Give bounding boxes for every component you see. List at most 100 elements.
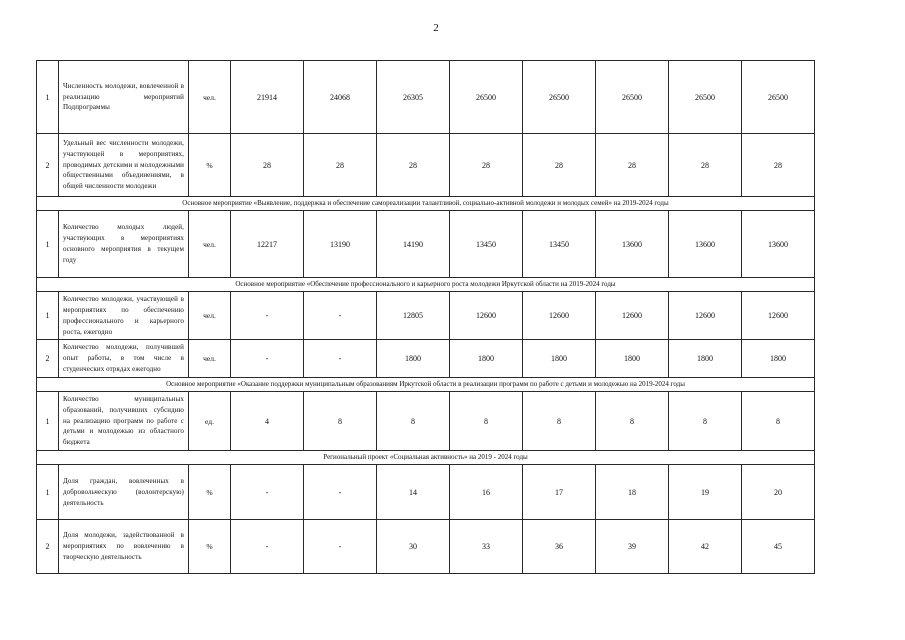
section-header-row: Региональный проект «Социальная активнос… (36, 450, 815, 466)
value-cell: 1800 (376, 339, 450, 378)
value-cell: 1800 (522, 339, 596, 378)
value-cell: 13450 (522, 210, 596, 278)
value-cell: 18 (595, 464, 669, 521)
value-cell: - (230, 464, 304, 521)
value-cell: 4 (230, 390, 304, 452)
unit-cell: % (188, 133, 231, 197)
section-header-label: Основное мероприятие «Выявление, поддерж… (36, 196, 815, 211)
table-row: 1 Количество молодых людей, участвующих в… (36, 210, 815, 278)
value-cell: 20 (741, 464, 815, 521)
value-cell: 26500 (668, 60, 742, 134)
row-number-cell: 1 (36, 210, 59, 278)
table-row: 2 Удельный вес численности молодежи, учас… (36, 133, 815, 197)
value-cell: 12217 (230, 210, 304, 278)
value-cell: 21914 (230, 60, 304, 134)
value-cell: 28 (595, 133, 669, 197)
value-cell: 1800 (668, 339, 742, 378)
value-cell: - (230, 339, 304, 378)
section-header-label: Региональный проект «Социальная активнос… (36, 450, 815, 466)
indicators-table: 1 Численность молодежи, вовлеченной в реа… (36, 60, 815, 575)
row-number-cell: 2 (36, 339, 59, 378)
value-cell: 14190 (376, 210, 450, 278)
unit-cell: ед. (188, 390, 231, 452)
value-cell: 28 (741, 133, 815, 197)
value-cell: 13600 (595, 210, 669, 278)
value-cell: 26500 (741, 60, 815, 134)
unit-cell: чел. (188, 290, 231, 341)
value-cell: 13600 (741, 210, 815, 278)
value-cell: 8 (595, 390, 669, 452)
value-cell: - (230, 290, 304, 341)
table-row: 1 Количество молодежи, участвующей в меро… (36, 290, 815, 341)
value-cell: 33 (449, 519, 523, 575)
value-cell: 19 (668, 464, 742, 521)
value-cell: 17 (522, 464, 596, 521)
row-number-cell: 1 (36, 60, 59, 134)
value-cell: 1800 (595, 339, 669, 378)
value-cell: 8 (303, 390, 377, 452)
unit-cell: % (188, 464, 231, 521)
value-cell: 14 (376, 464, 450, 521)
row-number-cell: 1 (36, 290, 59, 341)
value-cell: 36 (522, 519, 596, 575)
indicator-name-cell: Доля молодежи, задействованной в меропри… (58, 519, 189, 575)
value-cell: - (230, 519, 304, 575)
unit-cell: чел. (188, 210, 231, 278)
table-row: 1 Численность молодежи, вовлеченной в реа… (36, 60, 815, 134)
indicators-table-body: 1 Численность молодежи, вовлеченной в реа… (36, 60, 815, 575)
section-header-row: Основное мероприятие «Обеспечение профес… (36, 277, 815, 292)
value-cell: 12600 (522, 290, 596, 341)
indicator-name-cell: Количество молодежи, получившей опыт раб… (58, 339, 189, 378)
value-cell: 16 (449, 464, 523, 521)
value-cell: 39 (595, 519, 669, 575)
table-row: 1 Доля граждан, вовлеченных в добровольче… (36, 464, 815, 521)
value-cell: 28 (449, 133, 523, 197)
value-cell: 8 (522, 390, 596, 452)
row-number-cell: 2 (36, 133, 59, 197)
value-cell: 12805 (376, 290, 450, 341)
value-cell: 26500 (449, 60, 523, 134)
value-cell: 12600 (668, 290, 742, 341)
value-cell: - (303, 464, 377, 521)
indicator-name-cell: Доля граждан, вовлеченных в добровольчес… (58, 464, 189, 521)
value-cell: 26500 (522, 60, 596, 134)
value-cell: 12600 (449, 290, 523, 341)
indicator-name-cell: Количество молодежи, участвующей в мероп… (58, 290, 189, 341)
value-cell: 1800 (449, 339, 523, 378)
value-cell: 1800 (741, 339, 815, 378)
indicator-name-cell: Численность молодежи, вовлеченной в реал… (58, 60, 189, 134)
indicator-name-cell: Удельный вес численности молодежи, участ… (58, 133, 189, 197)
section-header-row: Основное мероприятие «Выявление, поддерж… (36, 196, 815, 211)
indicator-name-cell: Количество муниципальных образований, по… (58, 390, 189, 452)
value-cell: 13450 (449, 210, 523, 278)
unit-cell: % (188, 519, 231, 575)
value-cell: - (303, 519, 377, 575)
value-cell: 28 (668, 133, 742, 197)
table-row: 2 Доля молодежи, задействованной в меропр… (36, 519, 815, 575)
value-cell: 30 (376, 519, 450, 575)
value-cell: 12600 (741, 290, 815, 341)
value-cell: - (303, 339, 377, 378)
value-cell: 28 (522, 133, 596, 197)
value-cell: 26500 (595, 60, 669, 134)
value-cell: 24068 (303, 60, 377, 134)
section-header-label: Основное мероприятие «Оказание поддержки… (36, 376, 815, 392)
value-cell: 28 (230, 133, 304, 197)
value-cell: 8 (741, 390, 815, 452)
value-cell: 8 (376, 390, 450, 452)
table-row: 1 Количество муниципальных образований, п… (36, 390, 815, 452)
unit-cell: чел. (188, 339, 231, 378)
value-cell: 28 (376, 133, 450, 197)
section-header-label: Основное мероприятие «Обеспечение профес… (36, 277, 815, 292)
value-cell: 45 (741, 519, 815, 575)
row-number-cell: 1 (36, 390, 59, 452)
value-cell: - (303, 290, 377, 341)
section-header-row: Основное мероприятие «Оказание поддержки… (36, 376, 815, 392)
value-cell: 42 (668, 519, 742, 575)
unit-cell: чел. (188, 60, 231, 134)
table-row: 2 Количество молодежи, получившей опыт ра… (36, 339, 815, 378)
value-cell: 28 (303, 133, 377, 197)
value-cell: 26305 (376, 60, 450, 134)
row-number-cell: 1 (36, 464, 59, 521)
page-number: 2 (433, 22, 439, 34)
